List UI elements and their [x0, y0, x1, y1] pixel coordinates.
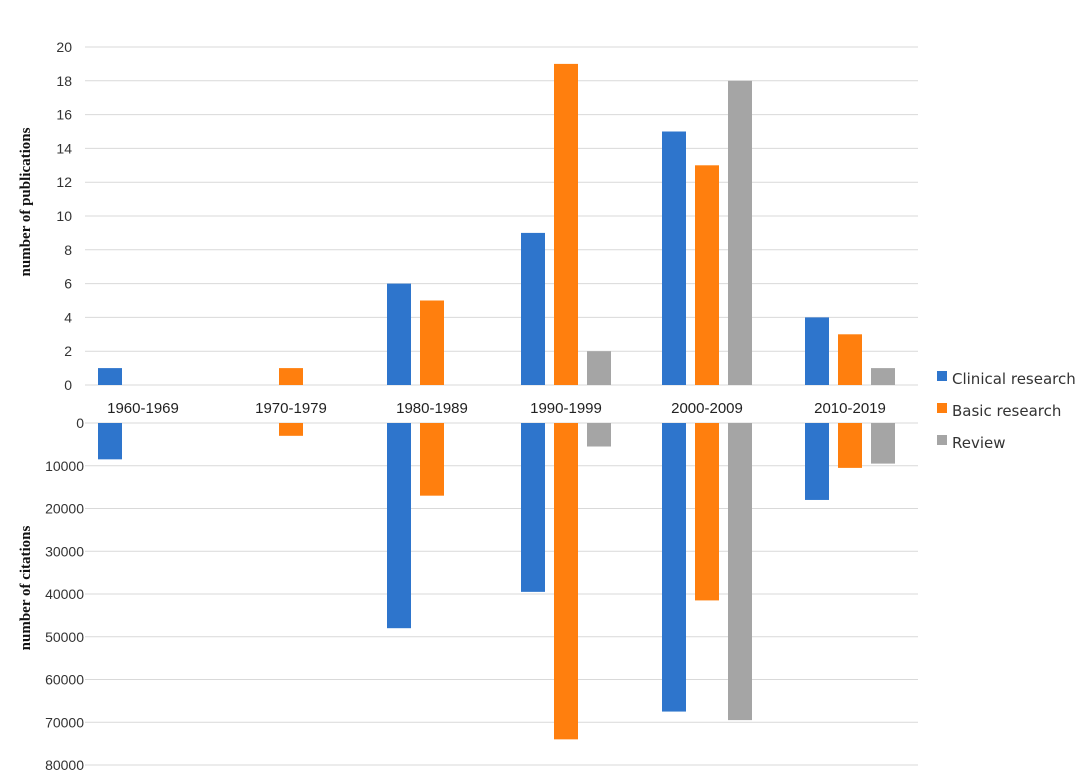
- publications-bar-review-2000-2009: [728, 80, 752, 386]
- category-label-1980-1989: 1980-1989: [396, 400, 468, 417]
- publications-bar-clinical-research-1980-1989: [387, 283, 411, 385]
- citations-bar-clinical-research-2000-2009: [662, 423, 686, 712]
- citations-tick-labels: 0 10000 20000 30000 40000 50000 60000 70000 8000…: [45, 415, 84, 773]
- publications-bar-clinical-research-1960-1969: [98, 368, 122, 385]
- publications-bar-clinical-research-1990-1999: [521, 232, 545, 385]
- citations-tick-label: 30000: [45, 543, 84, 559]
- citations-bar-clinical-research-2010-2019: [805, 423, 829, 500]
- publications-tick-label: 2: [64, 343, 72, 359]
- citations-tick-label: 40000: [45, 586, 84, 602]
- citations-tick-label: 70000: [45, 714, 84, 730]
- publications-tick-label: 18: [56, 73, 72, 89]
- publications-tick-label: 10: [56, 208, 72, 224]
- publications-bar-clinical-research-2000-2009: [662, 131, 686, 385]
- publications-tick-label: 0: [64, 377, 72, 393]
- publications-tick-label: 14: [56, 140, 72, 156]
- publications-tick-label: 16: [56, 107, 72, 123]
- bottom-gridlines: [85, 422, 918, 766]
- citations-tick-label: 10000: [45, 458, 84, 474]
- citations-bar-basic-research-1980-1989: [420, 423, 444, 496]
- legend-swatch-clinical-research: [937, 371, 947, 381]
- citations-bar-clinical-research-1980-1989: [387, 423, 411, 629]
- citations-tick-label: 50000: [45, 629, 84, 645]
- category-label-1970-1979: 1970-1979: [255, 400, 327, 417]
- legend-swatch-review: [937, 435, 947, 445]
- citations-bar-clinical-research-1960-1969: [98, 423, 122, 460]
- publications-bar-basic-research-1970-1979: [279, 368, 303, 385]
- citations-tick-label: 80000: [45, 757, 84, 773]
- category-label-2010-2019: 2010-2019: [814, 400, 886, 417]
- category-label-1960-1969: 1960-1969: [107, 400, 179, 417]
- category-label-2000-2009: 2000-2009: [671, 400, 743, 417]
- citations-bar-clinical-research-1990-1999: [521, 423, 545, 592]
- citations-bar-basic-research-2000-2009: [695, 423, 719, 601]
- publications-bar-basic-research-2010-2019: [838, 334, 862, 385]
- citations-axis-title: number of citations: [18, 525, 34, 650]
- legend: Clinical research Basic research Review: [937, 370, 1076, 452]
- publications-tick-label: 20: [56, 39, 72, 55]
- publications-tick-label: 12: [56, 174, 72, 190]
- publications-bar-basic-research-1990-1999: [554, 63, 578, 386]
- publications-tick-label: 6: [64, 276, 72, 292]
- citations-bar-review-2000-2009: [728, 423, 752, 721]
- publications-bar-review-2010-2019: [871, 368, 895, 385]
- bar-series: [98, 63, 895, 740]
- citations-bar-basic-research-1970-1979: [279, 423, 303, 436]
- publications-bar-review-1990-1999: [587, 351, 611, 385]
- category-label-1990-1999: 1990-1999: [530, 400, 602, 417]
- publications-bar-basic-research-1980-1989: [420, 300, 444, 385]
- legend-label-basic-research: Basic research: [952, 402, 1061, 420]
- citations-bar-review-2010-2019: [871, 423, 895, 464]
- publications-bar-basic-research-2000-2009: [695, 165, 719, 385]
- top-gridlines: [85, 46, 918, 386]
- publications-axis-title: number of publications: [18, 127, 34, 276]
- publications-tick-label: 8: [64, 242, 72, 258]
- publications-tick-labels: 0 2 4 6 8 10 12 14 16 18 20: [56, 39, 72, 393]
- legend-label-clinical-research: Clinical research: [952, 370, 1076, 388]
- category-labels: 1960-1969 1970-1979 1980-1989 1990-1999 2000…: [107, 400, 886, 417]
- citations-bar-review-1990-1999: [587, 423, 611, 447]
- citations-bar-basic-research-1990-1999: [554, 423, 578, 740]
- publications-tick-label: 4: [64, 309, 72, 325]
- citations-tick-label: 60000: [45, 672, 84, 688]
- legend-swatch-basic-research: [937, 403, 947, 413]
- publications-bar-clinical-research-2010-2019: [805, 317, 829, 385]
- citations-tick-label: 0: [76, 415, 84, 431]
- citations-tick-label: 20000: [45, 501, 84, 517]
- legend-label-review: Review: [952, 434, 1006, 452]
- citations-bar-basic-research-2010-2019: [838, 423, 862, 468]
